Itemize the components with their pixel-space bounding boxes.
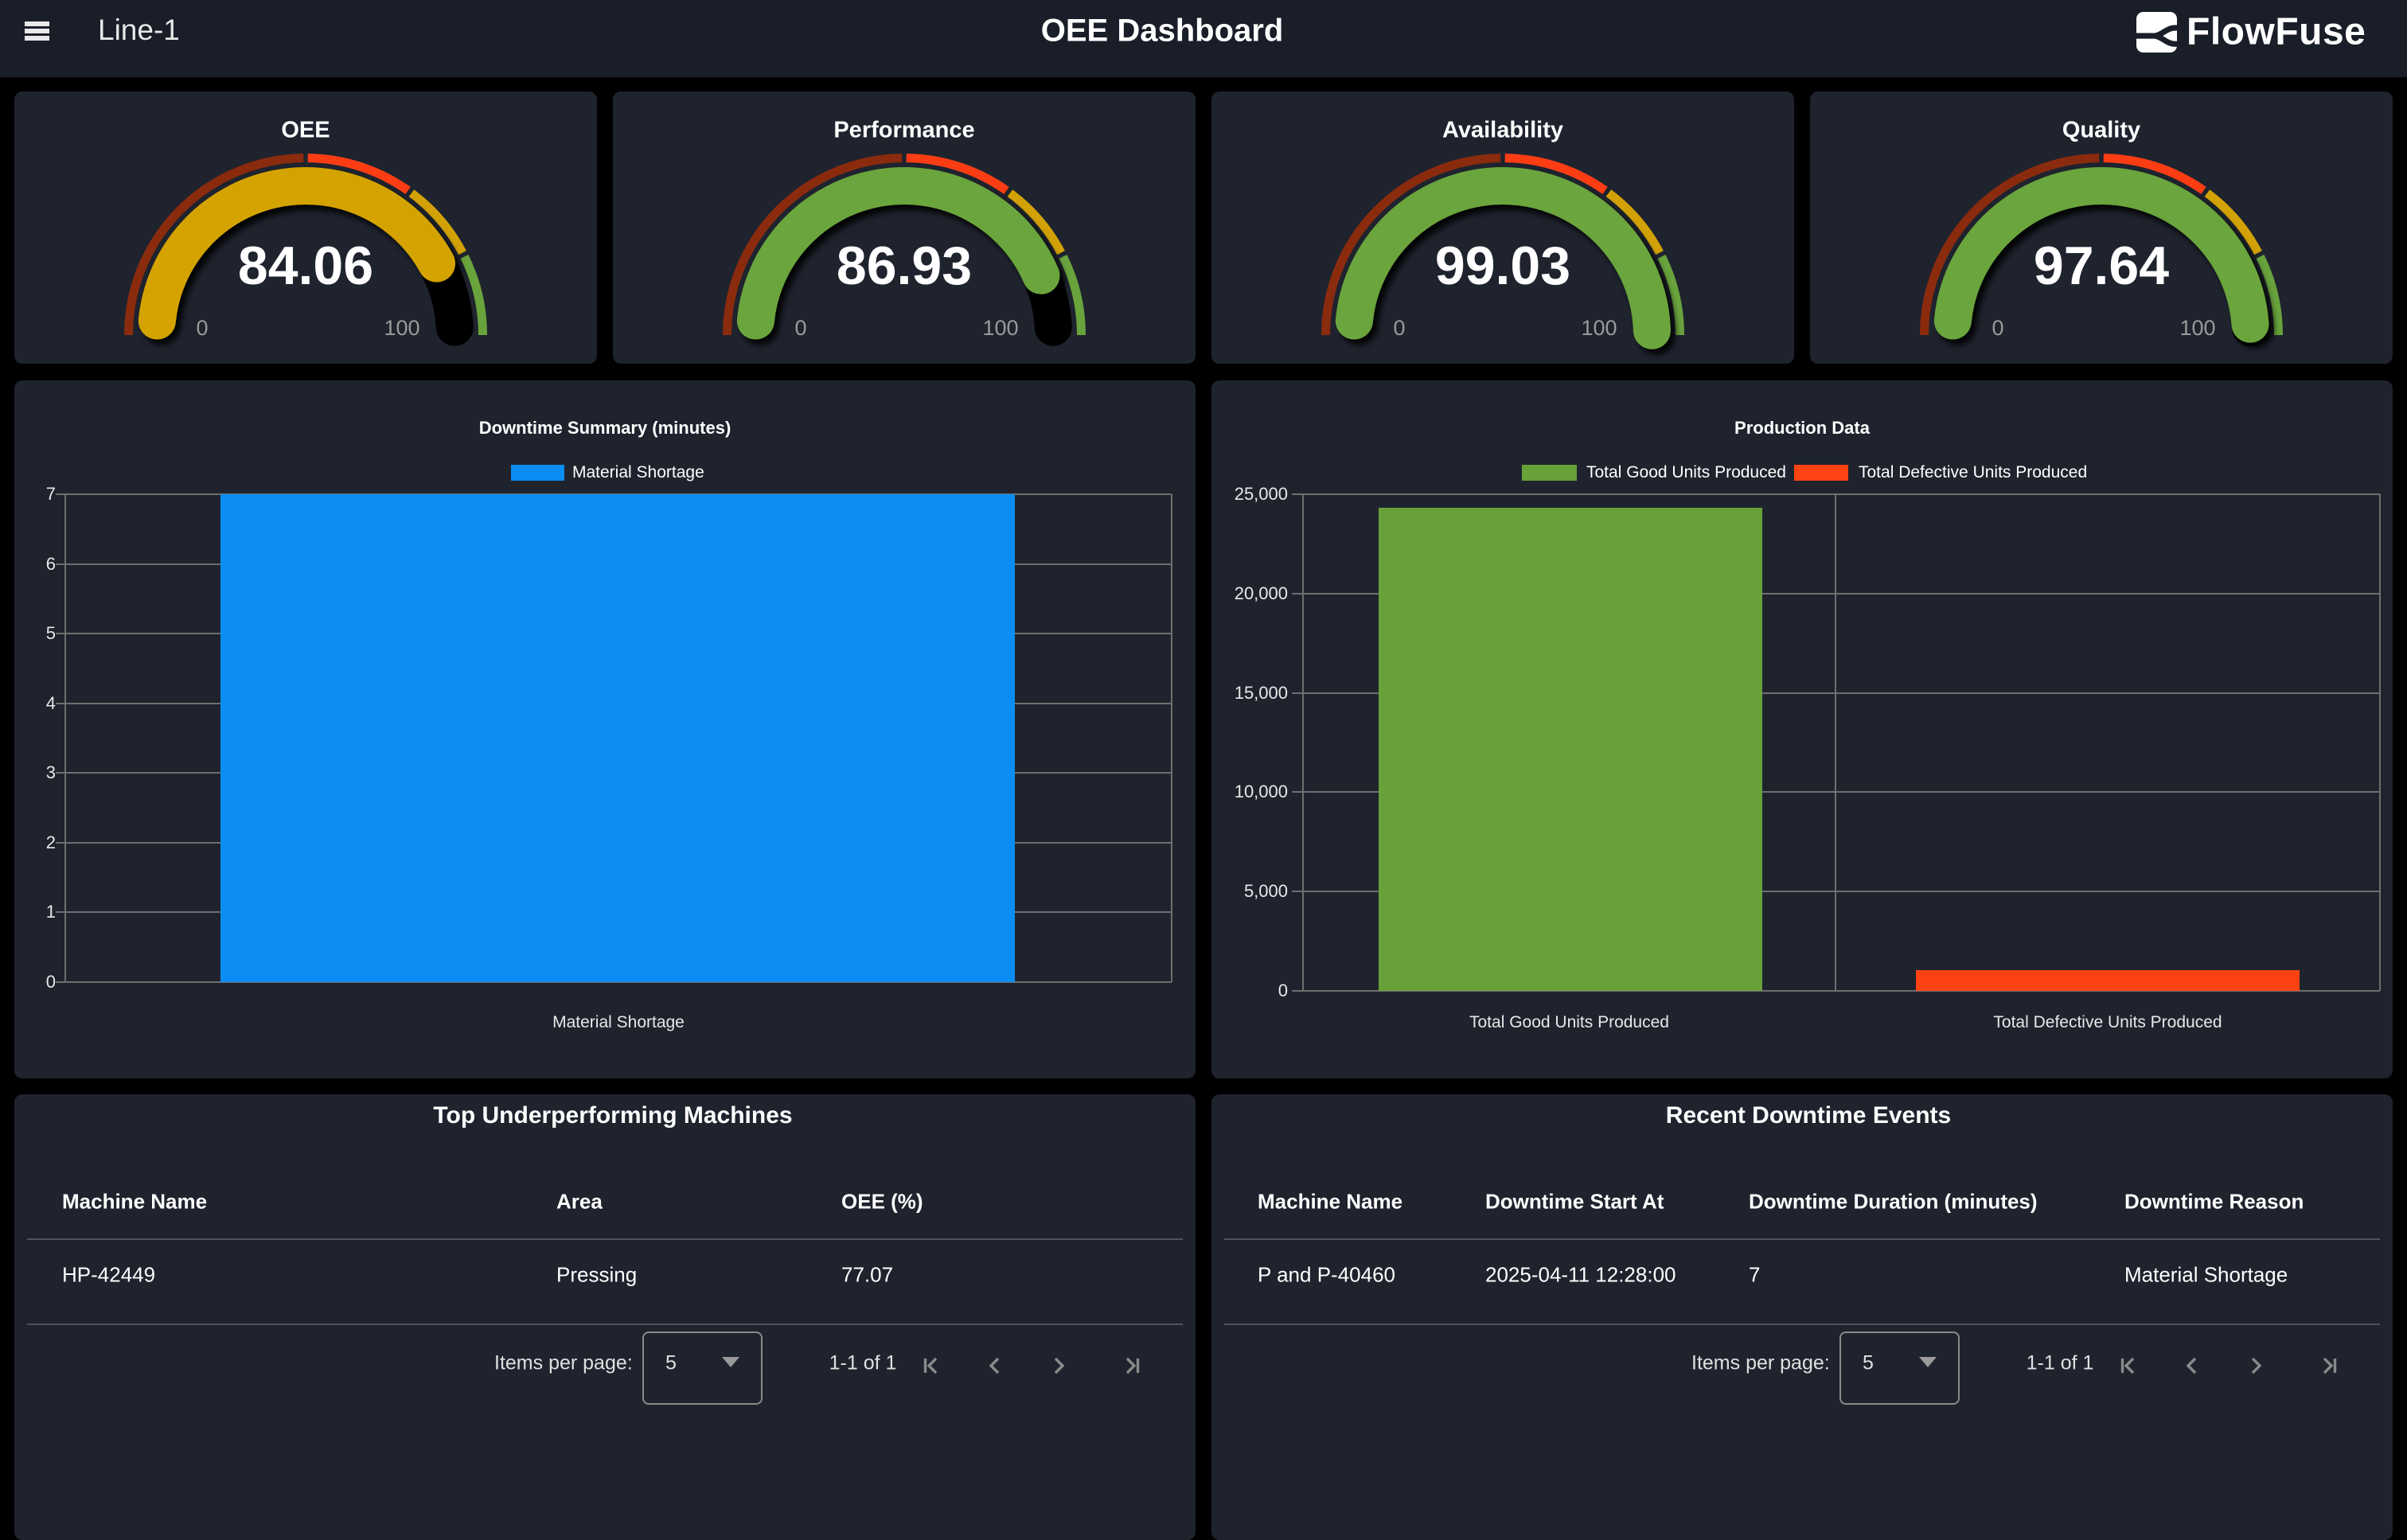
svg-text:100: 100	[1581, 316, 1617, 340]
svg-text:0: 0	[1393, 316, 1405, 340]
svg-text:100: 100	[384, 316, 419, 340]
svg-text:0: 0	[196, 316, 208, 340]
svg-text:0: 0	[1992, 316, 2003, 340]
svg-text:100: 100	[982, 316, 1018, 340]
svg-text:99.03: 99.03	[1435, 236, 1570, 296]
svg-text:0: 0	[794, 316, 806, 340]
svg-text:100: 100	[2179, 316, 2215, 340]
svg-text:97.64: 97.64	[2034, 236, 2169, 296]
svg-text:86.93: 86.93	[837, 236, 972, 296]
svg-text:84.06: 84.06	[238, 236, 373, 296]
